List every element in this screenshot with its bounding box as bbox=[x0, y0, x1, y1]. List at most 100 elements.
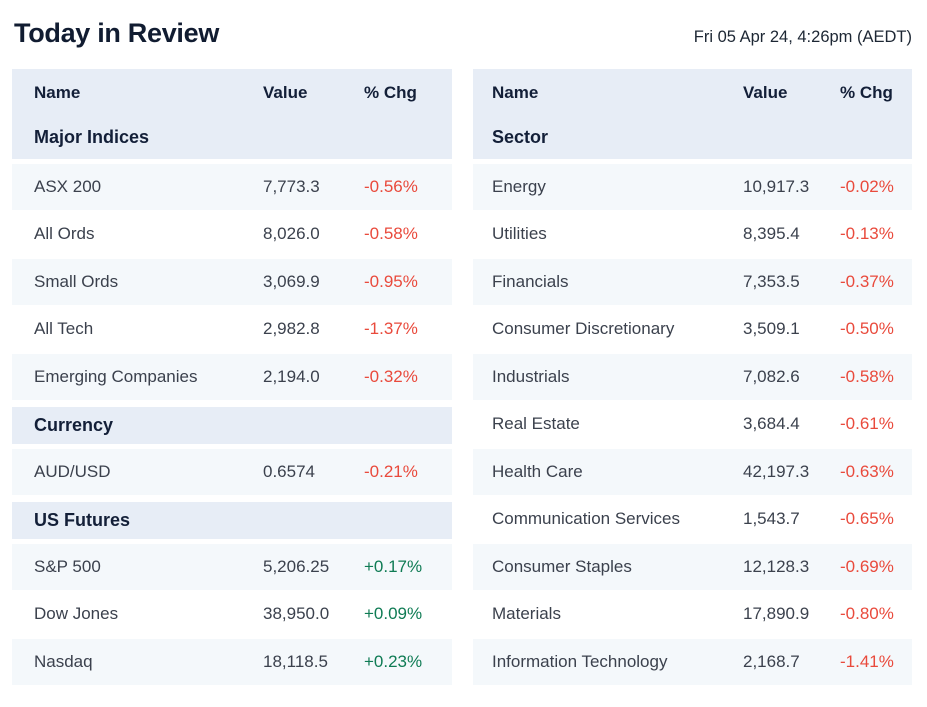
value-cell: 3,684.4 bbox=[743, 414, 800, 434]
name-cell: Materials bbox=[492, 604, 561, 624]
change-cell: -0.69% bbox=[840, 556, 894, 576]
name-cell: Communication Services bbox=[492, 509, 681, 529]
change-cell: -0.32% bbox=[364, 366, 418, 386]
table-row: Dow Jones 38,950.0 +0.09% bbox=[12, 592, 452, 639]
change-cell: -1.41% bbox=[840, 651, 894, 671]
name-cell: Health Care bbox=[492, 461, 583, 481]
change-cell: -0.13% bbox=[840, 224, 894, 244]
section-header-row: Major Indices bbox=[12, 116, 452, 164]
change-cell: -0.02% bbox=[840, 176, 894, 196]
table-row: AUD/USD 0.6574 -0.21% bbox=[12, 449, 452, 497]
name-cell: Financials bbox=[492, 271, 569, 291]
column-header-change: % Chg bbox=[364, 82, 417, 102]
change-cell: -0.63% bbox=[840, 461, 894, 481]
value-cell: 7,773.3 bbox=[263, 176, 320, 196]
table-row: Communication Services 1,543.7 -0.65% bbox=[473, 497, 912, 544]
sector-table: Name Value % Chg Sector Energy 10,917.3 -0.02%… bbox=[473, 69, 912, 687]
name-cell: Nasdaq bbox=[34, 651, 93, 671]
section-label: Major Indices bbox=[34, 127, 150, 148]
change-cell: -0.21% bbox=[364, 461, 418, 481]
section-label: Currency bbox=[34, 414, 114, 435]
change-cell: -0.58% bbox=[364, 224, 418, 244]
table-row: Materials 17,890.9 -0.80% bbox=[473, 592, 912, 639]
change-cell: -0.80% bbox=[840, 604, 894, 624]
timestamp: Fri 05 Apr 24, 4:26pm (AEDT) bbox=[693, 28, 912, 46]
section-label: Sector bbox=[492, 127, 549, 148]
name-cell: Energy bbox=[492, 176, 546, 196]
value-cell: 2,982.8 bbox=[263, 319, 320, 339]
table-row: ASX 200 7,773.3 -0.56% bbox=[12, 164, 452, 212]
change-cell: -0.37% bbox=[840, 271, 894, 291]
value-cell: 8,026.0 bbox=[263, 224, 320, 244]
change-cell: -0.65% bbox=[840, 509, 894, 529]
name-cell: Consumer Staples bbox=[492, 556, 632, 576]
change-cell: -1.37% bbox=[364, 319, 418, 339]
name-cell: Utilities bbox=[492, 224, 547, 244]
name-cell: Emerging Companies bbox=[34, 366, 198, 386]
change-cell: -0.95% bbox=[364, 271, 418, 291]
value-cell: 3,069.9 bbox=[263, 271, 320, 291]
value-cell: 7,082.6 bbox=[743, 366, 800, 386]
change-cell: -0.50% bbox=[840, 319, 894, 339]
column-header-value: Value bbox=[263, 82, 308, 102]
value-cell: 1,543.7 bbox=[743, 509, 800, 529]
value-cell: 10,917.3 bbox=[743, 176, 810, 196]
name-cell: Dow Jones bbox=[34, 604, 119, 624]
table-row: All Tech 2,982.8 -1.37% bbox=[12, 307, 452, 354]
change-cell: +0.23% bbox=[364, 651, 423, 671]
table-row: Small Ords 3,069.9 -0.95% bbox=[12, 259, 452, 307]
name-cell: S&P 500 bbox=[34, 556, 101, 576]
value-cell: 38,950.0 bbox=[263, 604, 330, 624]
value-cell: 8,395.4 bbox=[743, 224, 800, 244]
table-row: Nasdaq 18,118.5 +0.23% bbox=[12, 639, 452, 687]
column-header-name: Name bbox=[34, 82, 81, 102]
table-row: Real Estate 3,684.4 -0.61% bbox=[473, 402, 912, 449]
name-cell: All Tech bbox=[34, 319, 94, 339]
value-cell: 17,890.9 bbox=[743, 604, 810, 624]
value-cell: 12,128.3 bbox=[743, 556, 810, 576]
table-row: All Ords 8,026.0 -0.58% bbox=[12, 212, 452, 259]
column-header-row: Name Value % Chg bbox=[473, 69, 912, 117]
name-cell: AUD/USD bbox=[34, 461, 111, 481]
change-cell: -0.58% bbox=[840, 366, 894, 386]
indices-table: Name Value % Chg Major Indices ASX 200 7,773.… bbox=[12, 69, 452, 687]
value-cell: 3,509.1 bbox=[743, 319, 800, 339]
change-cell: -0.61% bbox=[840, 414, 894, 434]
value-cell: 42,197.3 bbox=[743, 461, 810, 481]
name-cell: Small Ords bbox=[34, 271, 119, 291]
table-row: Financials 7,353.5 -0.37% bbox=[473, 259, 912, 307]
section-header-row: Sector bbox=[473, 116, 912, 164]
value-cell: 7,353.5 bbox=[743, 271, 800, 291]
table-row: Industrials 7,082.6 -0.58% bbox=[473, 354, 912, 402]
table-row: Utilities 8,395.4 -0.13% bbox=[473, 212, 912, 259]
name-cell: Industrials bbox=[492, 366, 570, 386]
value-cell: 2,168.7 bbox=[743, 651, 800, 671]
table-row: S&P 500 5,206.25 +0.17% bbox=[12, 544, 452, 592]
column-header-name: Name bbox=[492, 82, 539, 102]
column-header-row: Name Value % Chg bbox=[12, 69, 452, 117]
market-tables: Name Value % Chg Major Indices ASX 200 7,773.… bbox=[0, 69, 927, 687]
section-header-row: Currency bbox=[12, 401, 452, 449]
masthead: Today in Review Fri 05 Apr 24, 4:26pm (A… bbox=[0, 0, 927, 50]
value-cell: 5,206.25 bbox=[263, 556, 330, 576]
value-cell: 2,194.0 bbox=[263, 366, 320, 386]
name-cell: Information Technology bbox=[492, 651, 668, 671]
table-row: Consumer Discretionary 3,509.1 -0.50% bbox=[473, 307, 912, 354]
column-header-value: Value bbox=[743, 82, 788, 102]
change-cell: +0.17% bbox=[364, 556, 423, 576]
name-cell: All Ords bbox=[34, 224, 95, 244]
name-cell: ASX 200 bbox=[34, 176, 102, 196]
page-title: Today in Review bbox=[14, 18, 220, 48]
section-label: US Futures bbox=[34, 509, 131, 530]
name-cell: Real Estate bbox=[492, 414, 580, 434]
change-cell: -0.56% bbox=[364, 176, 418, 196]
table-row: Consumer Staples 12,128.3 -0.69% bbox=[473, 544, 912, 592]
value-cell: 0.6574 bbox=[263, 461, 315, 481]
section-header-row: US Futures bbox=[12, 496, 452, 544]
column-header-change: % Chg bbox=[840, 82, 893, 102]
change-cell: +0.09% bbox=[364, 604, 423, 624]
name-cell: Consumer Discretionary bbox=[492, 319, 675, 339]
table-row: Information Technology 2,168.7 -1.41% bbox=[473, 639, 912, 687]
table-row: Emerging Companies 2,194.0 -0.32% bbox=[12, 354, 452, 402]
table-row: Energy 10,917.3 -0.02% bbox=[473, 164, 912, 212]
